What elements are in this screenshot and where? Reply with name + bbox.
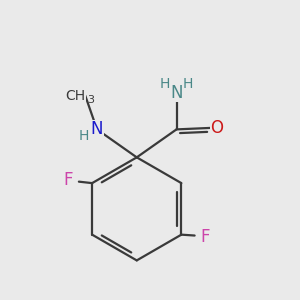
Text: F: F xyxy=(201,228,210,246)
Text: N: N xyxy=(91,120,103,138)
Text: H: H xyxy=(182,77,193,91)
Text: H: H xyxy=(79,129,89,143)
Text: H: H xyxy=(160,77,170,91)
Text: 3: 3 xyxy=(87,95,94,105)
Text: O: O xyxy=(210,119,223,137)
Text: N: N xyxy=(170,84,183,102)
Text: CH: CH xyxy=(65,88,85,103)
Text: F: F xyxy=(63,171,73,189)
